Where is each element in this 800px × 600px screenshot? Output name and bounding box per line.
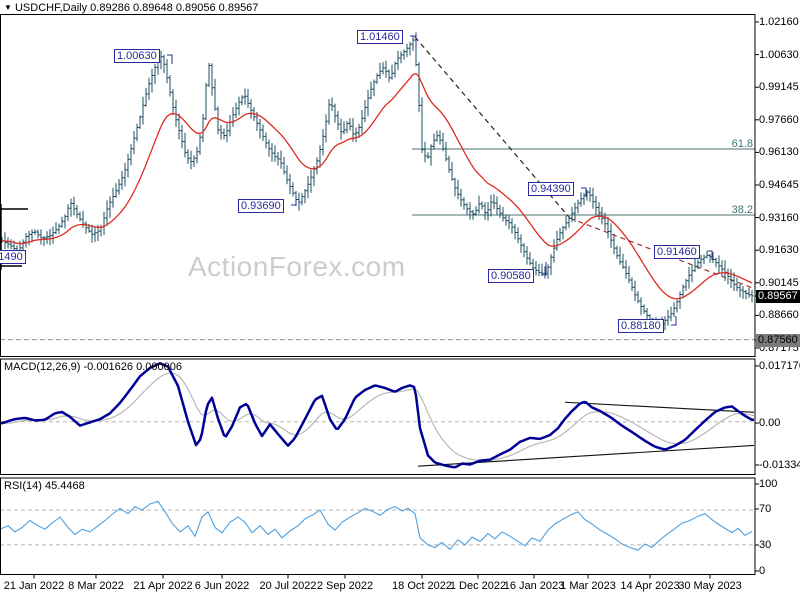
price-tag: 0.90580 — [488, 269, 534, 283]
price-tag-connector — [671, 316, 677, 326]
price-bars-series — [0, 32, 754, 334]
price-axis-label: 0.99145 — [759, 81, 799, 94]
chart-title: ▼ USDCHF,Daily 0.89286 0.89648 0.89056 0… — [4, 2, 258, 14]
ohlc-low-value: 0.89056 — [175, 2, 216, 14]
rsi-panel-border — [0, 477, 756, 575]
symbol-dropdown-icon[interactable]: ▼ — [4, 3, 12, 12]
price-tag-connector — [581, 187, 587, 197]
ohlc-open-value: 0.89286 — [90, 2, 130, 14]
ohlc-close-value: 0.89567 — [218, 2, 259, 14]
rsi-axis-label: 100 — [759, 478, 778, 490]
ma-line — [1, 72, 753, 300]
macd-name: MACD(12,26,9) — [4, 361, 81, 373]
date-axis-label: 18 Oct 2022 — [392, 580, 452, 592]
price-axis-label: 0.90145 — [759, 276, 799, 289]
rsi-indicator-label: RSI(14) 45.4468 — [4, 480, 85, 492]
watermark: ActionForex.com — [188, 251, 406, 282]
fib-level-label: 38.2 — [731, 204, 753, 216]
macd-value-1: -0.001626 — [83, 361, 134, 373]
rsi-name: RSI(14) — [4, 480, 42, 492]
rsi-line — [0, 500, 753, 551]
macd-line — [0, 362, 754, 469]
macd-panel-border — [0, 358, 756, 475]
macd-axis-label: 0.00 — [759, 417, 781, 429]
rsi-value: 45.4468 — [44, 480, 85, 492]
price-axis-label: 0.94645 — [759, 179, 799, 191]
price-tag-connector — [707, 250, 713, 260]
rsi-axis-label: 30 — [759, 539, 772, 551]
price-tag-connector — [167, 54, 173, 64]
rsi-axis-label: 0 — [759, 565, 766, 577]
date-axis-label: 21 Jan 2022 — [3, 580, 65, 592]
ohlc-high-value: 0.89648 — [133, 2, 173, 14]
macd-value-2: 0.000006 — [136, 361, 182, 373]
macd-axis-label: -0.01334 — [759, 459, 800, 471]
price-axis-badge: 0.87560 — [756, 334, 800, 347]
price-trendline-1 — [569, 217, 755, 290]
date-axis-label: 20 Jul 2022 — [259, 580, 317, 592]
price-tag-connector — [410, 35, 417, 46]
price-axis-label: 1.00630 — [759, 48, 799, 61]
price-tag: 0.91460 — [654, 245, 700, 259]
fib-level-label: 61.8 — [731, 138, 753, 150]
macd-trendline-1 — [417, 444, 755, 467]
date-axis-label: 16 Jan 2023 — [503, 580, 565, 592]
macd-signal-line — [0, 372, 755, 461]
date-axis-label: 8 Mar 2022 — [68, 580, 124, 592]
date-axis-label: 21 Apr 2022 — [133, 580, 193, 592]
date-axis-label: 6 Jun 2022 — [194, 580, 250, 592]
date-axis-label: 14 Apr 2023 — [620, 580, 680, 592]
price-axis-label: 0.91630 — [759, 244, 799, 257]
price-tag-connector — [541, 262, 547, 276]
macd-trendline-0 — [564, 401, 755, 413]
price-tag-connector — [291, 198, 297, 206]
date-axis-label: 2 Sep 2022 — [316, 580, 374, 592]
price-axis-label: 0.93160 — [759, 211, 799, 224]
price-tag: 0.91490 — [0, 250, 26, 264]
price-axis-label: 0.96130 — [759, 146, 799, 159]
price-axis-label: 0.97660 — [759, 113, 799, 126]
price-tag: 0.88180 — [618, 319, 664, 333]
price-axis-badge: 0.89567 — [756, 290, 800, 303]
rsi-axis-label: 70 — [759, 503, 772, 515]
price-axis-label: 0.88660 — [759, 309, 799, 322]
symbol-timeframe-label: USDCHF,Daily — [14, 2, 88, 14]
price-axis-label: 1.02160 — [759, 16, 799, 28]
price-panel-border — [0, 14, 756, 357]
date-axis-label: 30 May 2023 — [678, 580, 742, 592]
macd-indicator-label: MACD(12,26,9) -0.001626 0.000006 — [4, 361, 182, 373]
price-tag: 0.94390 — [528, 182, 574, 196]
price-tag: 1.01460 — [357, 30, 403, 44]
macd-axis-label: 0.017176 — [759, 360, 800, 372]
date-axis-label: 1 Mar 2023 — [560, 580, 616, 592]
date-axis-label: 1 Dec 2022 — [449, 580, 507, 592]
price-tag: 1.00630 — [114, 49, 160, 63]
price-tag: 0.93690 — [238, 199, 284, 213]
